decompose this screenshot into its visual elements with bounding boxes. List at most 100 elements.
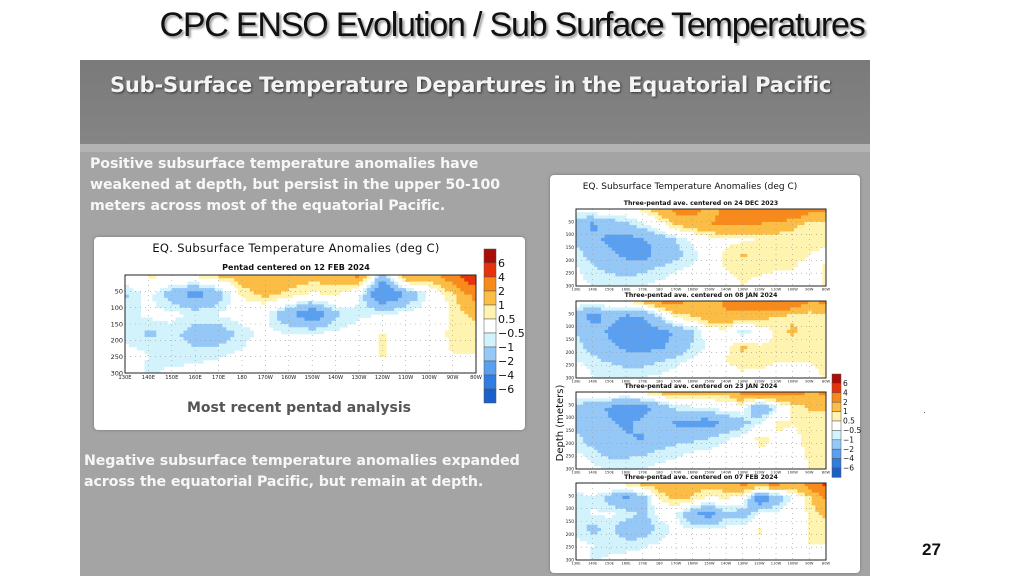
anomaly-cell — [694, 251, 698, 255]
anomaly-cell — [808, 434, 812, 438]
anomaly-cell — [787, 327, 791, 331]
anomaly-cell — [312, 278, 316, 282]
anomaly-cell — [662, 238, 666, 242]
anomaly-cell — [783, 398, 787, 402]
anomaly-cell — [129, 317, 133, 321]
anomaly-cell — [605, 421, 609, 425]
anomaly-cell — [608, 398, 612, 402]
anomaly-cell — [246, 327, 250, 331]
anomaly-cell — [223, 295, 227, 299]
anomaly-cell — [390, 291, 394, 295]
anomaly-cell — [597, 418, 601, 422]
anomaly-cell — [594, 219, 598, 223]
anomaly-cell — [647, 276, 651, 280]
anomaly-cell — [597, 311, 601, 315]
anomaly-cell — [658, 209, 662, 213]
anomaly-cell — [672, 270, 676, 274]
anomaly-cell — [637, 327, 641, 331]
anomaly-cell — [790, 414, 794, 418]
anomaly-cell — [712, 304, 716, 308]
anomaly-cell — [744, 362, 748, 366]
anomaly-cell — [819, 365, 823, 369]
anomaly-cell — [608, 238, 612, 242]
anomaly-cell — [801, 398, 805, 402]
anomaly-cell — [164, 321, 168, 325]
anomaly-cell — [740, 241, 744, 245]
anomaly-cell — [332, 314, 336, 318]
anomaly-cell — [758, 359, 762, 363]
anomaly-cell — [594, 418, 598, 422]
anomaly-cell — [794, 340, 798, 344]
anomaly-cell — [297, 314, 301, 318]
anomaly-cell — [701, 304, 705, 308]
anomaly-cell — [794, 215, 798, 219]
anomaly-cell — [597, 408, 601, 412]
anomaly-cell — [776, 264, 780, 268]
anomaly-cell — [765, 241, 769, 245]
anomaly-cell — [615, 352, 619, 356]
anomaly-cell — [612, 327, 616, 331]
anomaly-cell — [590, 434, 594, 438]
anomaly-cell — [320, 275, 324, 279]
anomaly-cell — [363, 298, 367, 302]
anomaly-cell — [637, 254, 641, 258]
anomaly-cell — [765, 231, 769, 235]
anomaly-cell — [587, 405, 591, 409]
anomaly-cell — [230, 324, 234, 328]
anomaly-cell — [794, 356, 798, 360]
anomaly-cell — [772, 317, 776, 321]
anomaly-cell — [812, 362, 816, 366]
anomaly-cell — [211, 353, 215, 357]
x-tick-label: 110W — [398, 375, 413, 381]
anomaly-cell — [219, 308, 223, 312]
anomaly-cell — [316, 288, 320, 292]
anomaly-cell — [730, 314, 734, 318]
anomaly-cell — [594, 276, 598, 280]
anomaly-cell — [203, 340, 207, 344]
anomaly-cell — [371, 308, 375, 312]
anomaly-cell — [219, 298, 223, 302]
anomaly-cell — [697, 427, 701, 431]
anomaly-cell — [265, 282, 269, 286]
anomaly-cell — [464, 285, 468, 289]
anomaly-cell — [805, 327, 809, 331]
anomaly-cell — [744, 314, 748, 318]
anomaly-cell — [226, 324, 230, 328]
anomaly-cell — [647, 340, 651, 344]
anomaly-cell — [715, 395, 719, 399]
anomaly-cell — [605, 405, 609, 409]
anomaly-cell — [819, 244, 823, 248]
anomaly-cell — [708, 304, 712, 308]
anomaly-cell — [160, 340, 164, 344]
anomaly-cell — [637, 443, 641, 447]
anomaly-cell — [615, 408, 619, 412]
anomaly-cell — [790, 398, 794, 402]
anomaly-cell — [744, 244, 748, 248]
anomaly-cell — [669, 254, 673, 258]
anomaly-cell — [304, 282, 308, 286]
anomaly-cell — [647, 270, 651, 274]
anomaly-cell — [755, 343, 759, 347]
anomaly-cell — [234, 337, 238, 341]
anomaly-cell — [637, 235, 641, 239]
anomaly-cell — [690, 209, 694, 213]
anomaly-cell — [719, 418, 723, 422]
anomaly-cell — [715, 317, 719, 321]
anomaly-cell — [637, 398, 641, 402]
anomaly-cell — [312, 314, 316, 318]
anomaly-cell — [176, 321, 180, 325]
anomaly-cell — [371, 295, 375, 299]
anomaly-cell — [722, 398, 726, 402]
anomaly-cell — [755, 235, 759, 239]
anomaly-cell — [647, 260, 651, 264]
anomaly-cell — [783, 267, 787, 271]
anomaly-cell — [651, 408, 655, 412]
anomaly-cell — [382, 337, 386, 341]
anomaly-cell — [281, 321, 285, 325]
anomaly-cell — [250, 275, 254, 279]
anomaly-cell — [805, 343, 809, 347]
anomaly-cell — [583, 411, 587, 415]
anomaly-cell — [755, 260, 759, 264]
anomaly-cell — [594, 244, 598, 248]
anomaly-cell — [156, 366, 160, 370]
